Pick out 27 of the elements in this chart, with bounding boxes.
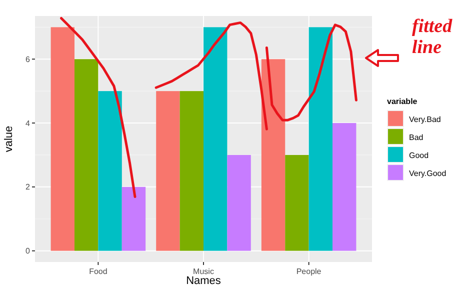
bar [285,154,309,251]
bar [261,59,286,251]
text: fitted line [412,16,453,58]
bar [332,123,356,251]
bar [74,59,98,251]
y-axis-title: value [3,126,15,152]
x-tick-label: Food [89,267,108,276]
y-tick-label: 6 [26,54,31,64]
bar [308,27,333,251]
y-tick-label: 0 [26,246,31,256]
bar [156,91,180,251]
bar [227,154,251,251]
legend-label: Very.Bad [409,114,441,124]
legend-label: Bad [409,132,424,142]
bar [204,27,228,251]
x-tick-label: Music [193,267,214,276]
x-tick-label: People [296,267,322,276]
x-axis-title: Names [186,275,222,287]
legend-label: Good [409,150,429,160]
bar [180,91,204,251]
bar [122,186,146,251]
legend-label: Very.Good [409,168,446,178]
y-tick-label: 2 [26,182,31,192]
bar [98,91,122,251]
legend-title: variable [387,97,418,106]
y-tick-label: 4 [26,118,31,128]
bar [50,27,74,251]
